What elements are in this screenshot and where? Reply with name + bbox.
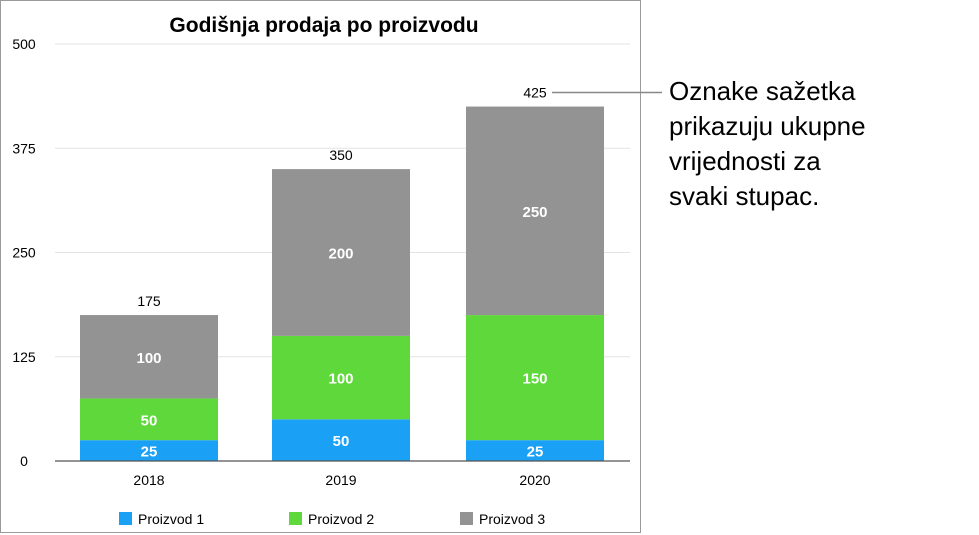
segment-value-label: 100 <box>136 350 161 367</box>
bars <box>80 106 604 461</box>
callout-annotation: Oznake sažetka prikazuju ukupne vrijedno… <box>669 74 969 214</box>
x-tick-label: 2020 <box>519 472 550 488</box>
callout-line: vrijednosti za <box>669 146 821 176</box>
y-tick-label: 125 <box>12 349 36 365</box>
segment-value-label: 150 <box>522 371 547 388</box>
data-labels: 25 50 100 175 50 100 200 350 25 150 250 425 <box>136 85 547 461</box>
bar-segment <box>466 106 604 316</box>
legend-label: Proizvod 1 <box>138 511 204 527</box>
segment-value-label: 200 <box>328 246 353 263</box>
callout-line: prikazuju ukupne <box>669 111 866 141</box>
legend-label: Proizvod 3 <box>479 511 545 527</box>
callout-line: svaki stupac. <box>669 181 820 211</box>
y-tick-label: 375 <box>12 140 36 156</box>
bar-segment <box>272 419 410 461</box>
x-tick-label: 2018 <box>133 472 164 488</box>
legend-swatch <box>119 512 132 525</box>
total-value-label: 350 <box>329 147 353 163</box>
legend-swatch <box>460 512 473 525</box>
segment-value-label: 25 <box>141 444 158 461</box>
segment-value-label: 100 <box>328 371 353 388</box>
total-value-label: 425 <box>523 85 547 101</box>
bar-segment <box>466 315 604 441</box>
axes: 0 125 250 375 500 2018 2019 2020 <box>12 36 630 488</box>
chart-title: Godišnja prodaja po proizvodu <box>169 14 478 37</box>
legend: Proizvod 1 Proizvod 2 Proizvod 3 <box>119 511 545 527</box>
y-tick-label: 500 <box>12 36 36 52</box>
total-value-label: 175 <box>137 293 161 309</box>
legend-swatch <box>289 512 302 525</box>
bar-segment <box>80 315 218 399</box>
legend-label: Proizvod 2 <box>308 511 374 527</box>
segment-value-label: 50 <box>141 412 158 429</box>
callout-line: Oznake sažetka <box>669 76 856 106</box>
bar-segment <box>80 398 218 441</box>
y-tick-label: 250 <box>12 245 36 261</box>
bar-segment <box>466 440 604 461</box>
segment-value-label: 25 <box>527 444 544 461</box>
segment-value-label: 250 <box>522 204 547 221</box>
x-tick-label: 2019 <box>325 472 356 488</box>
bar-segment <box>80 440 218 461</box>
bar-segment <box>272 335 410 420</box>
y-tick-label: 0 <box>20 453 28 469</box>
segment-value-label: 50 <box>333 433 350 450</box>
bar-segment <box>272 169 410 336</box>
